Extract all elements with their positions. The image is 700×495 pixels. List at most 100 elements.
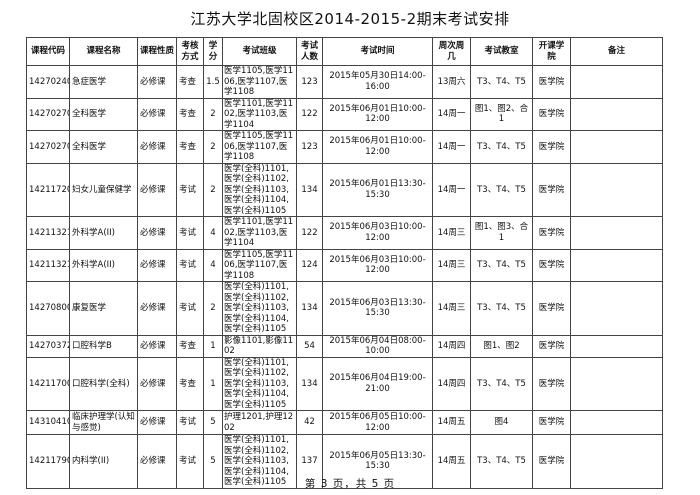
- cell-note: [570, 356, 663, 411]
- header-credit: 学分: [203, 37, 223, 66]
- cell-credit: 4: [203, 216, 223, 250]
- cell-course-code: 14270372: [26, 334, 70, 358]
- cell-college: 医学院: [532, 216, 571, 250]
- page-number: 第 3 页，共 5 页: [304, 478, 396, 490]
- cell-assessment-method: 考查: [176, 97, 204, 131]
- cell-assessment-method: 考查: [176, 65, 204, 99]
- cell-credit: 5: [203, 410, 223, 435]
- cell-exam-time: 2015年06月04日08:00-10:00: [322, 334, 433, 358]
- cell-exam-time: 2015年05月30日14:00-16:00: [322, 65, 433, 99]
- cell-week-day: 14周一: [432, 162, 471, 217]
- header-course-name: 课程名称: [69, 37, 138, 66]
- cell-course-type: 必修课: [137, 281, 177, 336]
- header-college: 开课学院: [532, 37, 571, 66]
- table-row: 14270270 全科医学 必修课 考查 2 医学1105,医学1106,医学1107,医…: [26, 130, 663, 164]
- cell-exam-classes: 医学1101,医学1102,医学1103,医学1104: [222, 216, 297, 250]
- cell-exam-count: 124: [296, 248, 323, 282]
- cell-credit: 2: [203, 162, 223, 217]
- cell-credit: 1.5: [203, 65, 223, 99]
- cell-credit: 2: [203, 281, 223, 336]
- cell-assessment-method: 考查: [176, 130, 204, 164]
- table-row: 14270372 口腔科学B 必修课 考查 1 影像1101,影像1102 54 2015年0…: [26, 334, 663, 358]
- table-row: 14211321 外科学A(II) 必修课 考试 4 医学1105,医学1106,医学11…: [26, 248, 663, 282]
- cell-credit: 2: [203, 130, 223, 164]
- cell-course-code: 14211321: [26, 248, 70, 282]
- cell-college: 医学院: [532, 248, 571, 282]
- table-row: 14270270 全科医学 必修课 考查 2 医学1101,医学1102,医学1103,医…: [26, 97, 663, 131]
- cell-course-type: 必修课: [137, 248, 177, 282]
- header-assessment-method: 考核方式: [176, 37, 204, 66]
- header-exam-count: 考试人数: [296, 37, 323, 66]
- cell-week-day: 14周五: [432, 434, 471, 489]
- cell-exam-time: 2015年06月01日10:00-12:00: [322, 97, 433, 131]
- cell-course-type: 必修课: [137, 162, 177, 217]
- cell-college: 医学院: [532, 334, 571, 358]
- cell-college: 医学院: [532, 65, 571, 99]
- cell-exam-count: 42: [296, 410, 323, 435]
- cell-course-name: 全科医学: [69, 97, 138, 131]
- cell-course-code: 14270270: [26, 130, 70, 164]
- cell-exam-count: 122: [296, 97, 323, 131]
- table-row: 14310410 临床护理学(认知与感觉) 必修课 考试 5 护理1201,护理1202 4…: [26, 410, 663, 435]
- cell-exam-time: 2015年06月03日10:00-12:00: [322, 248, 433, 282]
- cell-note: [570, 162, 663, 217]
- header-course-type: 课程性质: [137, 37, 177, 66]
- cell-college: 医学院: [532, 130, 571, 164]
- cell-exam-room: 图1、图3、合1: [470, 216, 533, 250]
- cell-exam-count: 123: [296, 65, 323, 99]
- exam-schedule-table: 课程代码 课程名称 课程性质 考核方式 学分 考试班级 考试人数 考试时间 周次…: [26, 37, 663, 489]
- cell-exam-count: 54: [296, 334, 323, 358]
- cell-week-day: 14周四: [432, 356, 471, 411]
- cell-course-type: 必修课: [137, 130, 177, 164]
- cell-course-code: 14211720: [26, 162, 70, 217]
- table-row: 14211700 口腔科学(全科) 必修课 考查 1 医学(全科)1101,医学(全科)1…: [26, 356, 663, 411]
- table-row: 14211720 妇女儿童保健学 必修课 考试 2 医学(全科)1101,医学(全科)11…: [26, 162, 663, 217]
- cell-exam-classes: 医学(全科)1101,医学(全科)1102,医学(全科)1103,医学(全科)1…: [222, 434, 297, 489]
- cell-course-code: 14310410: [26, 410, 70, 435]
- header-note: 备注: [570, 37, 663, 66]
- cell-course-type: 必修课: [137, 410, 177, 435]
- cell-exam-classes: 医学(全科)1101,医学(全科)1102,医学(全科)1103,医学(全科)1…: [222, 356, 297, 411]
- cell-exam-room: T3、T4、T5: [470, 162, 533, 217]
- cell-course-name: 临床护理学(认知与感觉): [69, 410, 138, 435]
- cell-note: [570, 334, 663, 358]
- cell-course-code: 14270270: [26, 97, 70, 131]
- cell-assessment-method: 考试: [176, 248, 204, 282]
- cell-course-code: 14211790: [26, 434, 70, 489]
- cell-course-name: 妇女儿童保健学: [69, 162, 138, 217]
- cell-note: [570, 248, 663, 282]
- cell-exam-classes: 医学(全科)1101,医学(全科)1102,医学(全科)1103,医学(全科)1…: [222, 162, 297, 217]
- cell-note: [570, 65, 663, 99]
- cell-credit: 4: [203, 248, 223, 282]
- cell-assessment-method: 考查: [176, 334, 204, 358]
- cell-exam-count: 137: [296, 434, 323, 489]
- cell-exam-room: T3、T4、T5: [470, 130, 533, 164]
- cell-assessment-method: 考试: [176, 410, 204, 435]
- cell-college: 医学院: [532, 97, 571, 131]
- cell-course-type: 必修课: [137, 216, 177, 250]
- cell-exam-count: 134: [296, 162, 323, 217]
- table-row: 14270240 急症医学 必修课 考查 1.5 医学1105,医学1106,医学1107…: [26, 65, 663, 99]
- cell-course-type: 必修课: [137, 356, 177, 411]
- header-exam-classes: 考试班级: [222, 37, 297, 66]
- cell-assessment-method: 考试: [176, 216, 204, 250]
- cell-college: 医学院: [532, 410, 571, 435]
- cell-credit: 1: [203, 334, 223, 358]
- cell-exam-classes: 医学(全科)1101,医学(全科)1102,医学(全科)1103,医学(全科)1…: [222, 281, 297, 336]
- cell-exam-room: 图1、图2: [470, 334, 533, 358]
- cell-course-name: 外科学A(II): [69, 248, 138, 282]
- cell-assessment-method: 考试: [176, 162, 204, 217]
- cell-exam-room: 图4: [470, 410, 533, 435]
- table-row: 14270800 康复医学 必修课 考试 2 医学(全科)1101,医学(全科)1102,…: [26, 281, 663, 336]
- cell-exam-time: 2015年06月03日10:00-12:00: [322, 216, 433, 250]
- cell-assessment-method: 考试: [176, 281, 204, 336]
- cell-college: 医学院: [532, 356, 571, 411]
- cell-exam-room: T3、T4、T5: [470, 65, 533, 99]
- table-row: 14211321 外科学A(II) 必修课 考试 4 医学1101,医学1102,医学11…: [26, 216, 663, 250]
- header-exam-room: 考试教室: [470, 37, 533, 66]
- cell-exam-room: T3、T4、T5: [470, 434, 533, 489]
- cell-note: [570, 410, 663, 435]
- page-title: 江苏大学北固校区2014-2015-2期末考试安排: [190, 10, 510, 28]
- cell-note: [570, 216, 663, 250]
- cell-exam-classes: 医学1105,医学1106,医学1107,医学1108: [222, 65, 297, 99]
